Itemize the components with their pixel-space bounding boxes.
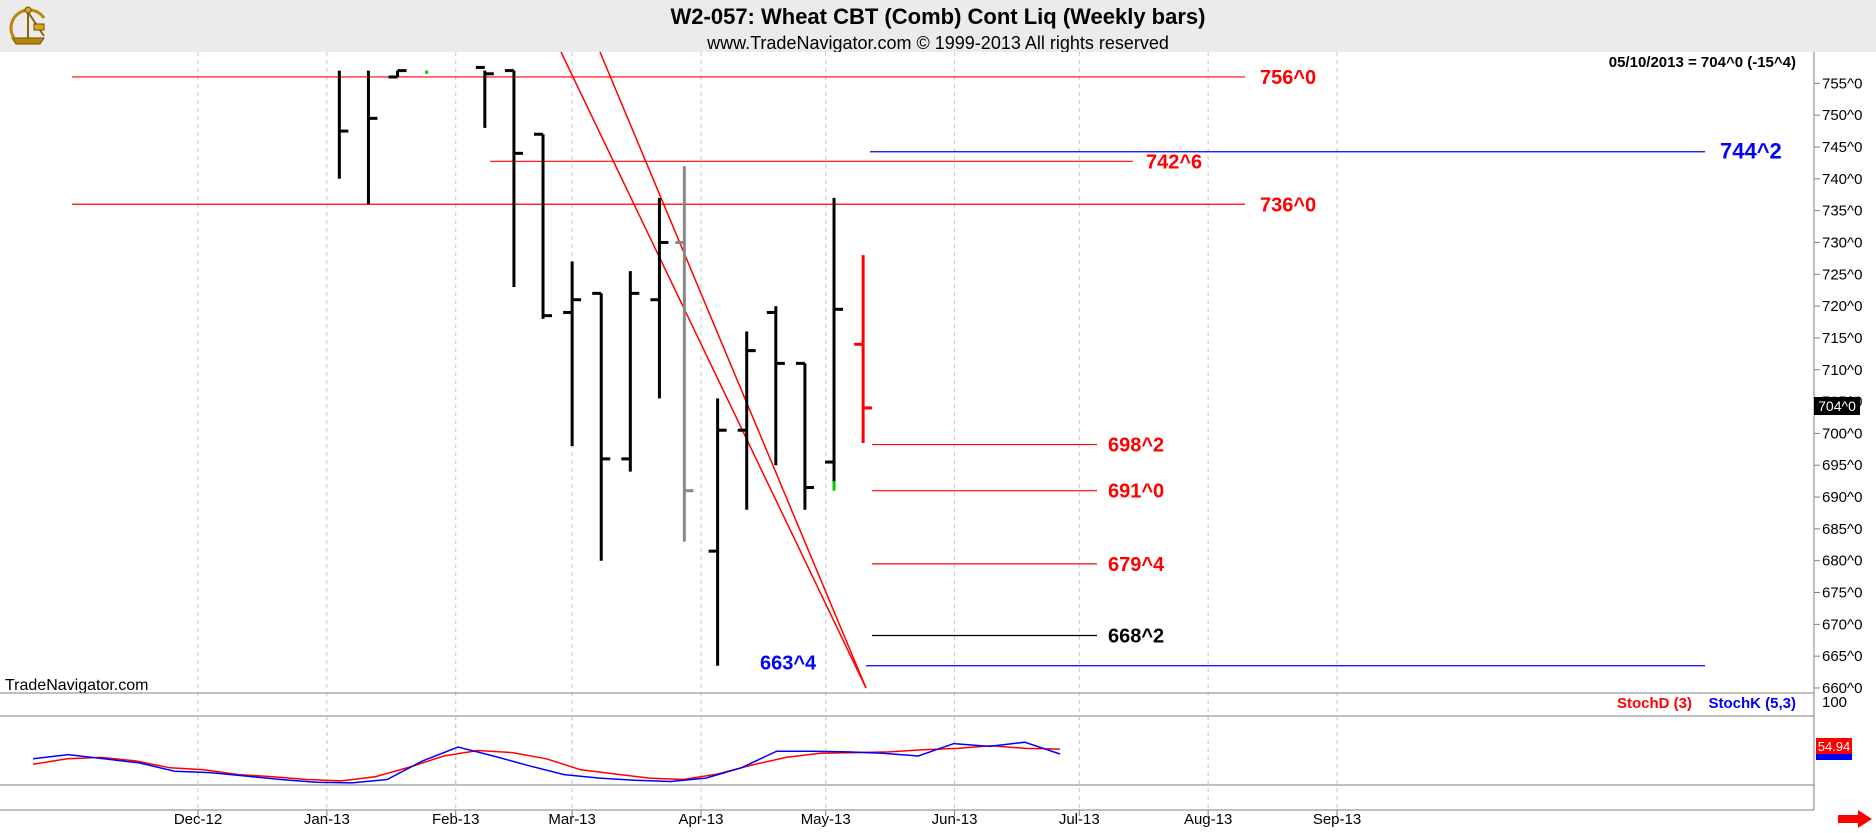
trendline-inner	[599, 51, 867, 689]
stoch-tag-bg	[1816, 738, 1852, 754]
y-tick-label: 755^0	[1822, 75, 1862, 92]
watermark: TradeNavigator.com	[5, 677, 148, 694]
y-axis: 755^0 750^0 745^0 740^0 735^0 730^0 725^0 720^0…	[1814, 75, 1862, 697]
stoch-grid	[197, 716, 1338, 785]
stoch-lines	[32, 741, 1061, 784]
x-tick-label: Feb-13	[432, 811, 480, 828]
y-tick-label: 730^0	[1822, 234, 1862, 251]
y-tick-label: 715^0	[1822, 330, 1862, 347]
x-tick-label: May-13	[801, 811, 851, 828]
x-tick-label: Aug-13	[1184, 811, 1232, 828]
level-label: 744^2	[1720, 139, 1782, 164]
arrow-right-icon[interactable]	[1838, 810, 1872, 828]
chart-title: W2-057: Wheat CBT (Comb) Cont Liq (Weekl…	[671, 4, 1206, 29]
y-tick-label: 725^0	[1822, 266, 1862, 283]
x-tick-label: Sep-13	[1313, 811, 1361, 828]
y-tick-label: 750^0	[1822, 107, 1862, 124]
y-tick-label: 740^0	[1822, 171, 1862, 188]
y-tick-label: 695^0	[1822, 457, 1862, 474]
y-tick-label: 660^0	[1822, 680, 1862, 697]
level-label: 679^4	[1108, 554, 1165, 576]
x-tick-label: Jul-13	[1059, 811, 1100, 828]
last-bar-readout: 05/10/2013 = 704^0 (-15^4)	[1609, 54, 1796, 71]
sextant-logo-icon	[9, 6, 46, 45]
copyright-text: www.TradeNavigator.com © 1999-2013 All r…	[706, 33, 1169, 53]
y-tick-label: 710^0	[1822, 362, 1862, 379]
stoch-d-label: StochD (3)	[1617, 695, 1692, 712]
stoch-k-line	[32, 741, 1061, 784]
x-tick-label: Jun-13	[932, 811, 978, 828]
y-tick-label: 720^0	[1822, 298, 1862, 315]
level-label: 668^2	[1108, 625, 1164, 647]
level-label: 663^4	[760, 653, 817, 675]
level-label: 736^0	[1260, 194, 1316, 216]
y-tick-label: 675^0	[1822, 585, 1862, 602]
y-tick-label: 690^0	[1822, 489, 1862, 506]
stoch-value-tag: 54.94	[1818, 739, 1851, 754]
x-tick-label: Dec-12	[174, 811, 222, 828]
price-tag-bg	[1814, 397, 1860, 415]
x-axis: Dec-12 Jan-13 Feb-13 Mar-13 Apr-13 May-13 Jun-…	[174, 810, 1361, 828]
y-tick-label: 745^0	[1822, 139, 1862, 156]
level-label: 691^0	[1108, 481, 1164, 503]
trendline-outer	[560, 51, 867, 689]
y-tick-label: 680^0	[1822, 553, 1862, 570]
trendlines	[560, 51, 867, 689]
stoch-d-line	[32, 744, 1061, 782]
y-tick-label: 700^0	[1822, 425, 1862, 442]
stoch-tag-k-bg	[1816, 754, 1852, 760]
level-label: 698^2	[1108, 435, 1164, 457]
level-label: 742^6	[1146, 151, 1202, 173]
stoch-tick-100: 100	[1822, 694, 1847, 711]
x-tick-label: Apr-13	[678, 811, 723, 828]
price-levels: 756^0 742^6 744^2 736^0 698^2 691^0 679^4 668^2…	[72, 67, 1782, 675]
x-tick-label: Jan-13	[304, 811, 350, 828]
y-tick-label: 735^0	[1822, 203, 1862, 220]
header-band	[0, 0, 1876, 52]
price-tag: 704^0	[1818, 398, 1856, 414]
x-tick-label: Mar-13	[548, 811, 596, 828]
y-tick-label: 670^0	[1822, 616, 1862, 633]
stoch-k-label: StochK (5,3)	[1708, 695, 1796, 712]
y-tick-label: 665^0	[1822, 648, 1862, 665]
price-bars	[337, 65, 873, 666]
price-panel	[0, 52, 1814, 692]
level-label: 756^0	[1260, 67, 1316, 89]
y-tick-label: 685^0	[1822, 521, 1862, 538]
